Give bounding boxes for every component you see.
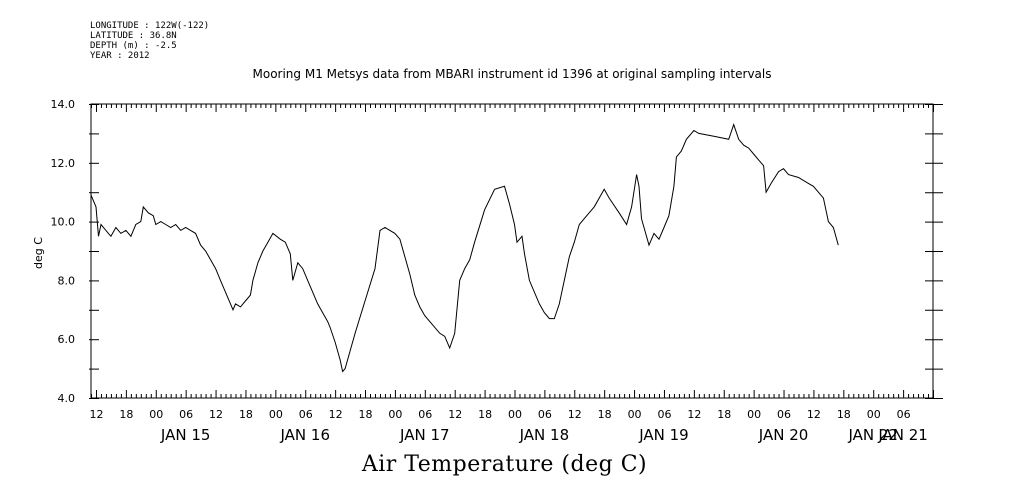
x-hour-label: 06	[777, 408, 791, 421]
x-day-label: JAN 16	[279, 426, 330, 444]
y-tick-label: 12.0	[51, 157, 76, 170]
x-hour-label: 12	[89, 408, 103, 421]
x-hour-label: 00	[269, 408, 283, 421]
x-hour-label: 00	[388, 408, 402, 421]
depth-text: DEPTH (m) : -2.5	[90, 41, 177, 51]
x-hour-label: 00	[867, 408, 881, 421]
x-hour-label: 00	[149, 408, 163, 421]
x-day-label: JAN 15	[160, 426, 211, 444]
x-day-label: JAN 22	[847, 426, 898, 444]
x-hour-label: 06	[897, 408, 911, 421]
metadata-block: LONGITUDE : 122W(-122) LATITUDE : 36.8N …	[90, 21, 209, 61]
x-hour-label: 18	[239, 408, 253, 421]
y-tick-label: 8.0	[58, 274, 76, 287]
x-hour-label: 18	[837, 408, 851, 421]
x-hour-label: 12	[687, 408, 701, 421]
y-axis-label: deg C	[32, 237, 45, 269]
y-tick-label: 6.0	[58, 333, 76, 346]
plot-frame	[90, 103, 934, 399]
data-series-line	[90, 123, 839, 373]
x-hour-label: 06	[299, 408, 313, 421]
x-hour-label: 00	[508, 408, 522, 421]
x-hour-label: 12	[209, 408, 223, 421]
x-hour-label: 18	[478, 408, 492, 421]
x-hour-label: 00	[747, 408, 761, 421]
x-hour-label: 06	[418, 408, 432, 421]
y-tick-label: 10.0	[51, 216, 76, 229]
x-day-label: JAN 18	[519, 426, 570, 444]
x-hour-label: 12	[568, 408, 582, 421]
x-day-label: JAN 19	[638, 426, 689, 444]
x-hour-label: 06	[179, 408, 193, 421]
x-day-label: JAN 17	[399, 426, 450, 444]
chart-title: Mooring M1 Metsys data from MBARI instru…	[252, 67, 772, 81]
x-hour-label: 18	[119, 408, 133, 421]
latitude-text: LATITUDE : 36.8N	[90, 31, 177, 41]
year-text: YEAR : 2012	[90, 51, 150, 61]
x-hour-label: 12	[329, 408, 343, 421]
x-day-label: JAN 21	[877, 426, 928, 444]
x-hour-label: 00	[628, 408, 642, 421]
x-day-label: JAN 20	[758, 426, 809, 444]
x-hour-label: 18	[359, 408, 373, 421]
x-hour-label: 18	[598, 408, 612, 421]
x-axis-title: Air Temperature (deg C)	[361, 452, 648, 477]
y-tick-label: 14.0	[51, 98, 76, 111]
x-hour-label: 18	[717, 408, 731, 421]
x-hour-label: 12	[448, 408, 462, 421]
longitude-text: LONGITUDE : 122W(-122)	[90, 21, 210, 31]
x-hour-label: 12	[807, 408, 821, 421]
y-tick-label: 4.0	[58, 392, 76, 405]
x-hour-label: 06	[538, 408, 552, 421]
x-hour-label: 06	[657, 408, 671, 421]
